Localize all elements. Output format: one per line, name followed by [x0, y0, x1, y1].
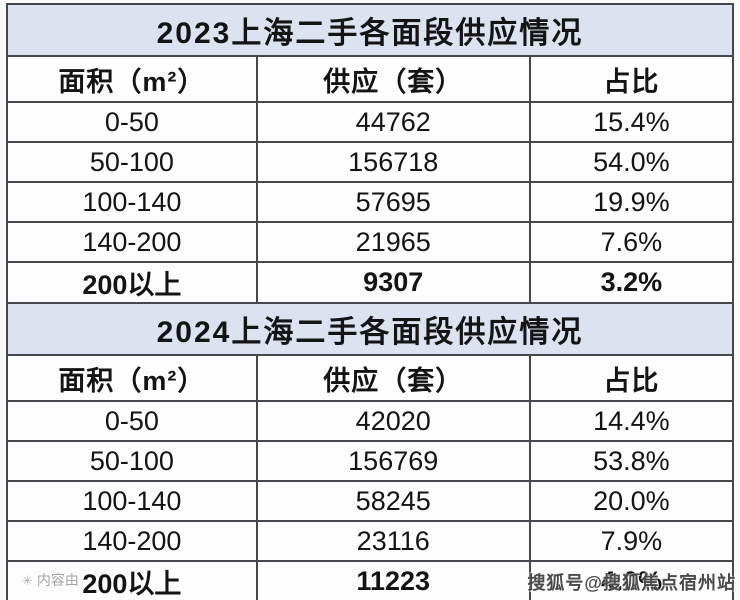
cell-area-range: 200以上	[6, 560, 258, 600]
cell-share: 15.4%	[528, 101, 735, 143]
cell-share: 3.2%	[528, 261, 735, 304]
cell-share: 54.0%	[528, 141, 735, 183]
table-title-2023: 2023上海二手各面段供应情况	[6, 3, 734, 57]
cell-area-range: 0-50	[6, 400, 258, 442]
cell-share: 19.9%	[528, 181, 735, 223]
cell-area-range: 100-140	[6, 480, 258, 522]
header-supply: 供应（套）	[255, 354, 531, 402]
cell-area-range: 200以上	[6, 261, 258, 304]
table-row: 200以上 11223 4.0%	[6, 560, 735, 600]
table-title-row: 2023上海二手各面段供应情况	[6, 3, 734, 57]
cell-area-range: 140-200	[6, 520, 258, 562]
table-title-row: 2024上海二手各面段供应情况	[6, 302, 734, 356]
table-row: 50-100 156718 54.0%	[6, 141, 735, 183]
header-area: 面积（m²）	[6, 354, 258, 402]
cell-supply: 23116	[255, 520, 531, 562]
table-row: 140-200 23116 7.9%	[6, 520, 735, 562]
table-row: 100-140 57695 19.9%	[6, 181, 735, 223]
table-header-row: 面积（m²） 供应（套） 占比	[6, 55, 735, 103]
cell-area-range: 0-50	[6, 101, 258, 143]
table-row: 50-100 156769 53.8%	[6, 440, 735, 482]
cell-share: 4.0%	[528, 560, 735, 600]
supply-table-2023: 2023上海二手各面段供应情况 面积（m²） 供应（套） 占比 0-50 447…	[6, 3, 735, 304]
cell-area-range: 100-140	[6, 181, 258, 223]
header-supply: 供应（套）	[255, 55, 531, 103]
table-row: 0-50 44762 15.4%	[6, 101, 735, 143]
cell-supply: 156769	[255, 440, 531, 482]
cell-supply: 42020	[255, 400, 531, 442]
cell-share: 20.0%	[528, 480, 735, 522]
cell-share: 14.4%	[528, 400, 735, 442]
cell-area-range: 50-100	[6, 141, 258, 183]
table-header-row: 面积（m²） 供应（套） 占比	[6, 354, 735, 402]
cell-supply: 21965	[255, 221, 531, 263]
table-title-2024: 2024上海二手各面段供应情况	[6, 302, 734, 356]
cell-supply: 9307	[255, 261, 531, 304]
cell-supply: 11223	[255, 560, 531, 600]
cell-supply: 58245	[255, 480, 531, 522]
header-share: 占比	[528, 55, 735, 103]
cell-area-range: 50-100	[6, 440, 258, 482]
header-share: 占比	[528, 354, 735, 402]
cell-supply: 57695	[255, 181, 531, 223]
cell-supply: 156718	[255, 141, 531, 183]
table-row: 100-140 58245 20.0%	[6, 480, 735, 522]
cell-supply: 44762	[255, 101, 531, 143]
header-area: 面积（m²）	[6, 55, 258, 103]
cell-share: 7.9%	[528, 520, 735, 562]
cell-area-range: 140-200	[6, 221, 258, 263]
table-row: 140-200 21965 7.6%	[6, 221, 735, 263]
cell-share: 7.6%	[528, 221, 735, 263]
table-row: 0-50 42020 14.4%	[6, 400, 735, 442]
table-row: 200以上 9307 3.2%	[6, 261, 735, 304]
tables-container: 2023上海二手各面段供应情况 面积（m²） 供应（套） 占比 0-50 447…	[6, 3, 735, 600]
supply-table-2024: 2024上海二手各面段供应情况 面积（m²） 供应（套） 占比 0-50 420…	[6, 302, 735, 600]
cell-share: 53.8%	[528, 440, 735, 482]
